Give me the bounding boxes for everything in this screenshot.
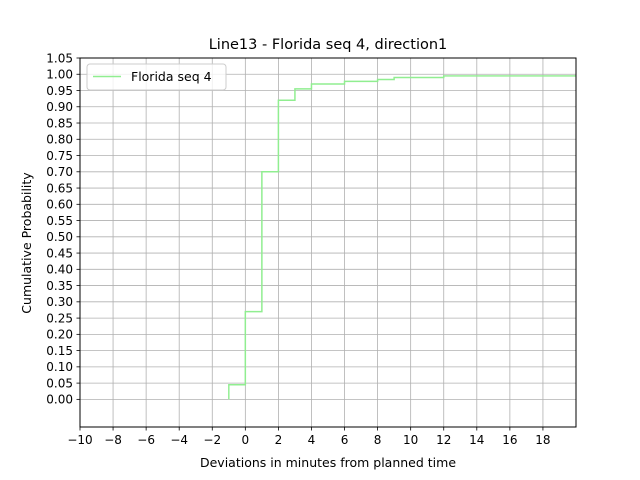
y-tick-label: 0.85 (46, 116, 73, 130)
y-tick-label: 0.90 (46, 100, 73, 114)
y-tick-label: 0.60 (46, 198, 73, 212)
x-tick-label: 6 (341, 433, 349, 447)
x-axis: −10 −8 −6 −4 −2 0 2 4 6 8 10 12 14 16 18 (67, 427, 551, 447)
x-tick-label: 0 (242, 433, 250, 447)
chart-title: Line13 - Florida seq 4, direction1 (209, 37, 448, 53)
x-tick-label: −4 (170, 433, 188, 447)
legend-box (86, 63, 227, 91)
x-tick-label: 4 (308, 433, 316, 447)
y-tick-label: 0.55 (46, 214, 73, 228)
y-tick-label: 0.40 (46, 263, 73, 277)
y-tick-label: 0.15 (46, 344, 73, 358)
x-tick-label: 18 (535, 433, 550, 447)
x-tick-label: −6 (137, 433, 155, 447)
legend: Florida seq 4 (86, 63, 227, 91)
y-tick-label: 0.80 (46, 133, 73, 147)
x-tick-label: −2 (203, 433, 221, 447)
y-tick-label: 1.00 (46, 68, 73, 82)
y-tick-label: 0.05 (46, 376, 73, 390)
y-tick-label: 0.95 (46, 84, 73, 98)
x-tick-label: 16 (502, 433, 517, 447)
x-tick-label: −8 (104, 433, 122, 447)
x-tick-label: 2 (275, 433, 283, 447)
x-tick-label: 8 (374, 433, 382, 447)
grid-lines (79, 57, 576, 427)
series-line-florida-seq-4 (229, 76, 576, 399)
y-tick-label: 0.10 (46, 360, 73, 374)
x-tick-label: −10 (67, 433, 92, 447)
y-axis-label: Cumulative Probability (19, 172, 34, 314)
y-tick-label: 0.00 (46, 393, 73, 407)
y-tick-label: 0.45 (46, 246, 73, 260)
y-tick-label: 0.35 (46, 279, 73, 293)
y-tick-label: 0.75 (46, 149, 73, 163)
y-tick-label: 0.30 (46, 295, 73, 309)
legend-label-florida-seq-4: Florida seq 4 (131, 69, 212, 84)
y-tick-label: 0.25 (46, 311, 73, 325)
x-axis-label: Deviations in minutes from planned time (200, 455, 456, 470)
x-tick-label: 14 (469, 433, 484, 447)
y-tick-label: 0.50 (46, 230, 73, 244)
y-tick-label: 0.70 (46, 165, 73, 179)
plot-frame (79, 57, 577, 428)
x-tick-label: 12 (436, 433, 451, 447)
x-tick-label: 10 (403, 433, 418, 447)
y-axis: 0.00 0.05 0.10 0.15 0.20 0.25 0.30 0.35 0.40 0.45… (46, 51, 80, 407)
series-layer (229, 76, 576, 399)
y-tick-label: 0.65 (46, 181, 73, 195)
y-tick-label: 0.20 (46, 328, 73, 342)
y-tick-label: 1.05 (46, 51, 73, 65)
